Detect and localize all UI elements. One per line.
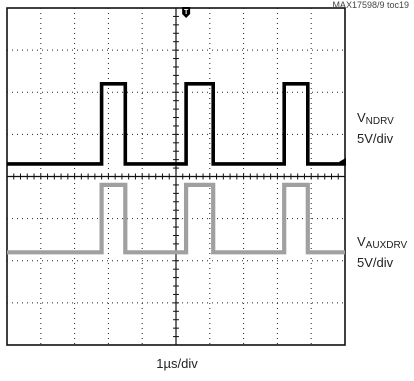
ndrv-subscript: NDRV [365, 116, 394, 127]
ndrv-scale: 5V/div [357, 131, 394, 146]
auxdrv-prefix: V [357, 234, 366, 249]
ndrv-prefix: V [357, 110, 366, 125]
trigger-marker [182, 7, 191, 18]
channel-label-auxdrv: VAUXDRV 5V/div [357, 232, 407, 272]
auxdrv-scale: 5V/div [357, 255, 394, 270]
level-arrow-marker [339, 157, 346, 166]
auxdrv-subscript: AUXDRV [365, 240, 408, 251]
auxdrv-name: VAUXDRV [357, 232, 407, 253]
trigger-marker-text: T [184, 9, 189, 16]
trace-ndrv [7, 82, 345, 166]
time-scale-label: 1µs/div [156, 356, 198, 371]
channel-label-ndrv: VNDRV 5V/div [357, 108, 394, 148]
ndrv-name: VNDRV [357, 108, 394, 129]
figure-reference: MAX17598/9 toc19 [332, 0, 409, 10]
trace-auxdrv [7, 182, 345, 255]
